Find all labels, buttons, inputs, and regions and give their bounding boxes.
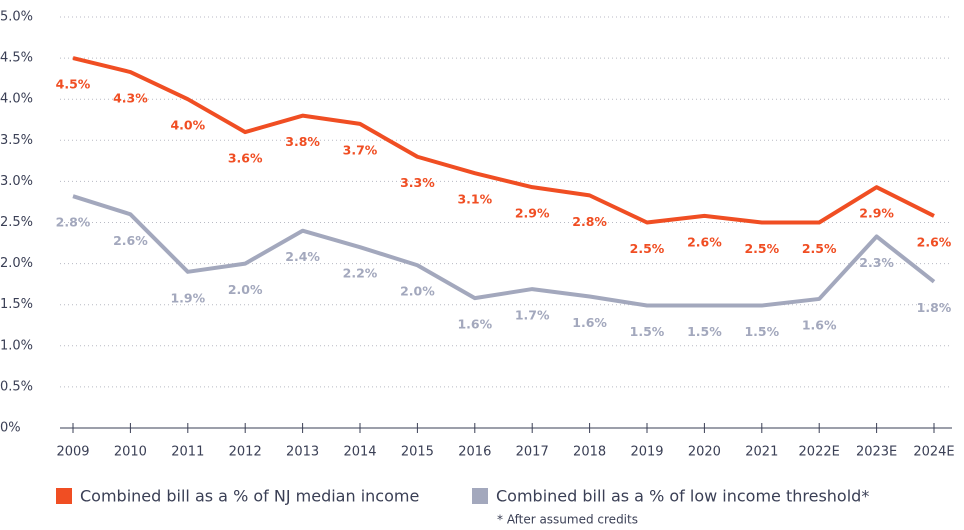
x-tick-label: 2023E	[856, 445, 897, 460]
value-label: 2.8%	[572, 214, 607, 229]
x-tick-label: 2012	[229, 445, 262, 460]
value-label: 2.4%	[285, 249, 320, 264]
x-tick-label: 2024E	[913, 445, 954, 460]
y-tick-label: 2.5%	[0, 215, 33, 230]
value-label: 2.8%	[56, 215, 91, 230]
footnote: * After assumed credits	[497, 513, 638, 527]
legend-swatch	[56, 488, 72, 504]
y-tick-label: 3.5%	[0, 133, 33, 148]
value-label: 1.7%	[515, 308, 550, 323]
value-label: 1.8%	[917, 300, 952, 315]
y-tick-label: 1.0%	[0, 338, 33, 353]
x-tick-label: 2017	[516, 445, 549, 460]
y-tick-label: 4.0%	[0, 92, 33, 107]
value-label: 1.5%	[687, 324, 722, 339]
series-line	[72, 56, 935, 225]
value-label: 3.7%	[343, 142, 378, 157]
value-label: 1.6%	[457, 317, 492, 332]
x-tick-label: 2009	[56, 445, 89, 460]
y-tick-label: 3.0%	[0, 174, 33, 189]
value-label: 2.6%	[113, 233, 148, 248]
y-tick-label: 0%	[0, 421, 21, 436]
series-line	[72, 194, 936, 308]
legend-label: Combined bill as a % of NJ median income	[80, 487, 419, 506]
value-label: 1.6%	[802, 317, 837, 332]
y-tick-label: 5.0%	[0, 10, 33, 25]
x-tick-label: 2020	[688, 445, 721, 460]
x-tick-label: 2010	[114, 445, 147, 460]
x-tick-label: 2011	[171, 445, 204, 460]
x-tick-label: 2022E	[799, 445, 840, 460]
x-tick-label: 2014	[343, 445, 376, 460]
value-label: 3.8%	[285, 134, 320, 149]
y-tick-label: 1.5%	[0, 297, 33, 312]
value-label: 3.6%	[228, 151, 263, 166]
value-label: 2.3%	[859, 255, 894, 270]
value-label: 4.3%	[113, 91, 148, 106]
value-label: 1.5%	[630, 324, 665, 339]
value-label: 4.0%	[170, 118, 205, 133]
value-label: 2.9%	[859, 206, 894, 221]
value-label: 2.0%	[228, 282, 263, 297]
x-tick-label: 2018	[573, 445, 606, 460]
value-label: 2.5%	[630, 241, 665, 256]
value-label: 2.5%	[802, 241, 837, 256]
value-label: 2.5%	[744, 241, 779, 256]
y-tick-label: 4.5%	[0, 51, 33, 66]
y-tick-label: 2.0%	[0, 256, 33, 271]
x-tick-label: 2016	[458, 445, 491, 460]
x-tick-label: 2015	[401, 445, 434, 460]
x-tick-label: 2021	[745, 445, 778, 460]
value-label: 1.9%	[170, 290, 205, 305]
value-label: 2.9%	[515, 206, 550, 221]
value-label: 2.2%	[343, 266, 378, 281]
value-label: 1.6%	[572, 315, 607, 330]
value-label: 2.6%	[917, 234, 952, 249]
legend-swatch	[472, 488, 488, 504]
y-tick-label: 0.5%	[0, 379, 33, 394]
legend-label: Combined bill as a % of low income thres…	[496, 487, 869, 506]
x-tick-label: 2019	[630, 445, 663, 460]
value-label: 2.0%	[400, 284, 435, 299]
value-label: 3.1%	[457, 192, 492, 207]
value-label: 4.5%	[56, 77, 91, 92]
value-label: 3.3%	[400, 175, 435, 190]
value-label: 1.5%	[744, 324, 779, 339]
x-tick-label: 2013	[286, 445, 319, 460]
value-label: 2.6%	[687, 234, 722, 249]
